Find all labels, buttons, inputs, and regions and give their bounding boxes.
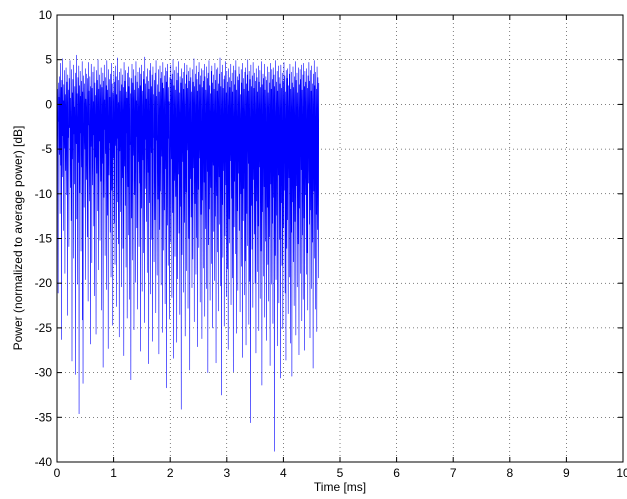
y-tick-label: 0 [45, 97, 52, 111]
x-tick-label: 9 [563, 466, 570, 480]
y-tick-label: -10 [35, 187, 53, 201]
series-line-0 [57, 54, 320, 452]
grid-lines [57, 15, 623, 462]
x-tick-label: 5 [337, 466, 344, 480]
x-tick-label: 2 [167, 466, 174, 480]
tick-labels: 0 1 2 3 4 5 6 7 8 9 10 10 5 0 -5 -10 -15 -20 -25 -30 -35 -40 [35, 8, 627, 480]
x-tick-label: 10 [616, 466, 627, 480]
y-tick-label: -5 [41, 142, 52, 156]
y-tick-label: 5 [45, 53, 52, 67]
y-tick-label: -30 [35, 366, 53, 380]
x-tick-label: 4 [280, 466, 287, 480]
x-tick-label: 1 [110, 466, 117, 480]
x-tick-label: 8 [506, 466, 513, 480]
x-tick-label: 0 [54, 466, 61, 480]
y-axis-label: Power (normalized to average power) [dB] [11, 126, 25, 351]
y-tick-label: -35 [35, 410, 53, 424]
x-tick-label: 3 [223, 466, 230, 480]
y-tick-label: -20 [35, 276, 53, 290]
y-tick-label: -15 [35, 232, 53, 246]
y-tick-label: -25 [35, 321, 53, 335]
y-tick-label: 10 [39, 8, 53, 22]
series-group [57, 54, 320, 452]
x-axis-label: Time [ms] [314, 480, 366, 494]
y-tick-label: -40 [35, 455, 53, 469]
x-tick-label: 6 [393, 466, 400, 480]
x-tick-label: 7 [450, 466, 457, 480]
axis-ticks [56, 14, 624, 463]
